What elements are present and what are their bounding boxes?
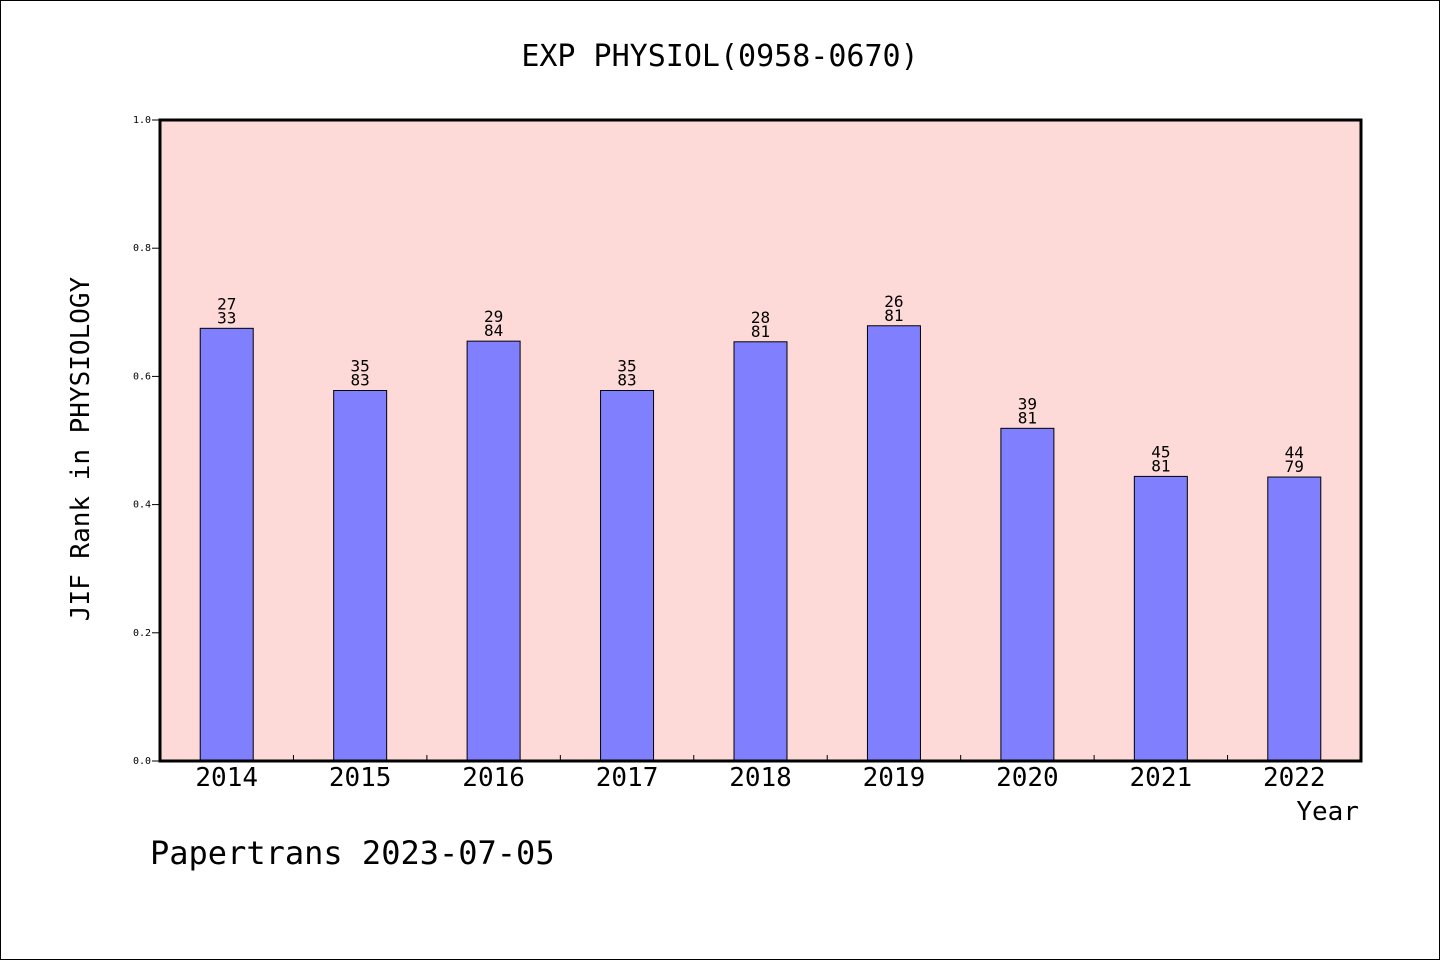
bar — [733, 341, 788, 762]
rank-label: 35 — [351, 357, 370, 376]
rank-label: 26 — [884, 292, 903, 311]
x-tick-label: 2017 — [596, 763, 659, 793]
plot-border — [158, 118, 1363, 763]
rank-label: 28 — [751, 308, 770, 327]
bar — [600, 390, 655, 762]
x-tick-label: 2018 — [729, 763, 792, 793]
bar — [466, 340, 521, 762]
y-tick-label: 0.8 — [133, 243, 151, 254]
x-tick-label: 2022 — [1263, 763, 1326, 793]
total-label: 83 — [351, 371, 370, 390]
bars — [199, 325, 1322, 762]
y-axis: 0.0 0.2 0.4 0.6 0.8 1.0 — [133, 115, 160, 767]
x-tick-label: 2015 — [329, 763, 392, 793]
rank-label: 27 — [217, 294, 236, 313]
total-label: 84 — [484, 321, 503, 340]
x-tick-label: 2016 — [462, 763, 525, 793]
x-tick-label: 2020 — [996, 763, 1059, 793]
y-tick-label: 0.2 — [133, 628, 151, 639]
bar — [1133, 475, 1188, 762]
footer-credit: Papertrans 2023-07-05 — [150, 834, 555, 872]
y-tick-label: 0.4 — [133, 500, 151, 511]
rank-label: 44 — [1285, 443, 1304, 462]
chart-title: EXP PHYSIOL(0958-0670) — [521, 39, 918, 74]
y-tick-label: 0.6 — [133, 371, 151, 382]
total-label: 81 — [1018, 408, 1037, 427]
rank-label: 29 — [484, 307, 503, 326]
rank-label: 39 — [1018, 394, 1037, 413]
x-axis: 2014 2015 2016 2017 2018 2019 2020 2021 2022 — [195, 755, 1326, 793]
x-tick-label: 2014 — [195, 763, 258, 793]
x-axis-label: Year — [1296, 797, 1359, 827]
bar — [1267, 476, 1322, 762]
y-tick-label: 0.0 — [133, 756, 151, 767]
bar — [333, 390, 388, 762]
bar — [199, 327, 254, 762]
y-axis-label: JIF Rank in PHYSIOLOGY — [66, 276, 96, 621]
total-label: 83 — [617, 371, 636, 390]
x-tick-label: 2019 — [863, 763, 926, 793]
bar — [1000, 427, 1055, 762]
total-label: 81 — [1151, 456, 1170, 475]
total-label: 79 — [1285, 457, 1304, 476]
x-tick-label: 2021 — [1130, 763, 1193, 793]
total-label: 81 — [751, 322, 770, 341]
y-tick-label: 1.0 — [133, 115, 151, 126]
rank-label: 45 — [1151, 442, 1170, 461]
total-label: 33 — [217, 308, 236, 327]
bar — [866, 325, 921, 762]
rank-label: 35 — [617, 357, 636, 376]
total-label: 81 — [884, 306, 903, 325]
